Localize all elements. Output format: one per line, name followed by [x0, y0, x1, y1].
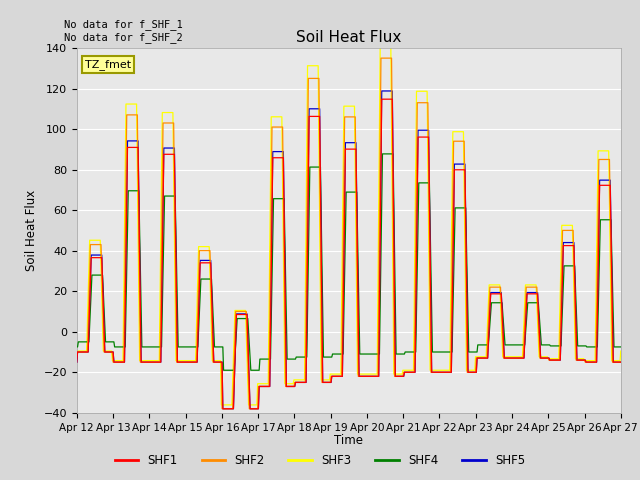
X-axis label: Time: Time — [334, 434, 364, 447]
Title: Soil Heat Flux: Soil Heat Flux — [296, 30, 401, 46]
Legend: SHF1, SHF2, SHF3, SHF4, SHF5: SHF1, SHF2, SHF3, SHF4, SHF5 — [110, 449, 530, 472]
Text: TZ_fmet: TZ_fmet — [85, 59, 131, 70]
Y-axis label: Soil Heat Flux: Soil Heat Flux — [25, 190, 38, 271]
Text: No data for f_SHF_1
No data for f_SHF_2: No data for f_SHF_1 No data for f_SHF_2 — [64, 19, 183, 43]
